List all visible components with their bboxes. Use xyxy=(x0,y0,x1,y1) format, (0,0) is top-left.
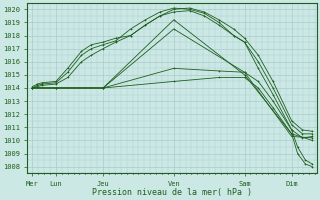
X-axis label: Pression niveau de la mer( hPa ): Pression niveau de la mer( hPa ) xyxy=(92,188,252,197)
